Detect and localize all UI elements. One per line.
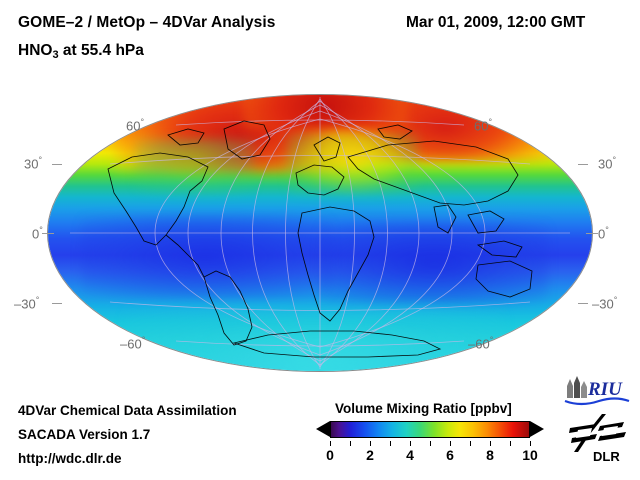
graticule-grid: [70, 97, 570, 369]
globe-wrapper: 60° 60° –60° –60°: [48, 95, 592, 371]
data-feature-north-america-tongue: [135, 139, 255, 195]
colorbar-tick-label: 10: [522, 447, 538, 463]
species-suffix: at 55.4 hPa: [58, 42, 144, 59]
dlr-mark-icon: [569, 414, 626, 452]
colorbar-tick-label: 2: [366, 447, 374, 463]
footer-line-assimilation: 4DVar Chemical Data Assimilation: [18, 403, 237, 418]
page-title: GOME–2 / MetOp – 4DVar Analysis: [18, 14, 276, 31]
colorbar: [316, 419, 544, 441]
mollweide-globe: [48, 95, 592, 371]
lat-label-30-left: 30°: [24, 155, 43, 172]
colorbar-tick: [330, 441, 331, 446]
datetime-label: Mar 01, 2009, 12:00 GMT: [406, 14, 586, 31]
colorbar-tick: [450, 441, 451, 446]
lat-tick-left-m30: [52, 303, 62, 304]
colorbar-tick: [410, 441, 411, 446]
colorbar-extend-high-arrow: [530, 421, 544, 437]
colorbar-tick-label: 8: [486, 447, 494, 463]
coastlines: [107, 120, 533, 358]
colorbar-tick: [490, 441, 491, 446]
lat-label-0-right: 0°: [598, 225, 609, 242]
lat-tick-left-equator: [42, 233, 54, 234]
riu-wordmark: RIU: [587, 379, 623, 400]
lat-label-inner-60-left: 60°: [126, 117, 145, 134]
lat-tick-right-30: [578, 164, 588, 165]
footer-line-url[interactable]: http://wdc.dlr.de: [18, 451, 122, 466]
colorbar-extend-low-arrow: [316, 421, 330, 437]
lat-label-inner-m60-right: –60°: [468, 335, 494, 352]
lat-label-0-left: 0°: [32, 225, 43, 242]
lat-label-inner-60-right: 60°: [474, 117, 493, 134]
lat-label-m30-right: –30°: [592, 295, 618, 312]
lat-tick-right-equator: [586, 233, 598, 234]
riu-logo: RIU: [564, 376, 630, 406]
colorbar-tick: [530, 441, 531, 446]
colorbar-gradient: [330, 421, 530, 438]
colorbar-tick-label: 0: [326, 447, 334, 463]
species-subscript: 3: [52, 49, 59, 61]
lat-tick-left-30: [52, 164, 62, 165]
lat-tick-right-m30: [578, 303, 588, 304]
map-panel: 60° 60° –60° –60° 30° 0° –30° 30° 0° –30…: [0, 80, 640, 380]
colorbar-tick: [510, 441, 511, 446]
data-feature-north-pole: [243, 95, 408, 129]
dlr-wordmark: DLR: [593, 449, 620, 464]
data-feature-europe-tongue: [287, 133, 418, 195]
colorbar-tick: [350, 441, 351, 446]
dlr-logo: DLR: [569, 414, 626, 464]
species-level-label: HNO3 at 55.4 hPa: [18, 42, 144, 61]
footer-line-version: SACADA Version 1.7: [18, 427, 151, 442]
species-prefix: HNO: [18, 42, 53, 59]
colorbar-tick-label: 4: [406, 447, 414, 463]
lat-label-m30-left: –30°: [14, 295, 40, 312]
data-feature-tropics-west: [80, 216, 331, 300]
colorbar-tick: [470, 441, 471, 446]
colorbar-tick: [370, 441, 371, 446]
data-feature-tropics-east: [320, 221, 549, 305]
riu-wave-icon: [564, 397, 630, 406]
lat-label-30-right: 30°: [598, 155, 617, 172]
colorbar-title: Volume Mixing Ratio [ppbv]: [335, 401, 512, 416]
colorbar-tick-label: 6: [446, 447, 454, 463]
riu-pillars-icon: [567, 376, 587, 398]
colorbar-tick: [390, 441, 391, 446]
colorbar-tick: [430, 441, 431, 446]
lat-label-inner-m60-left: –60°: [120, 335, 146, 352]
